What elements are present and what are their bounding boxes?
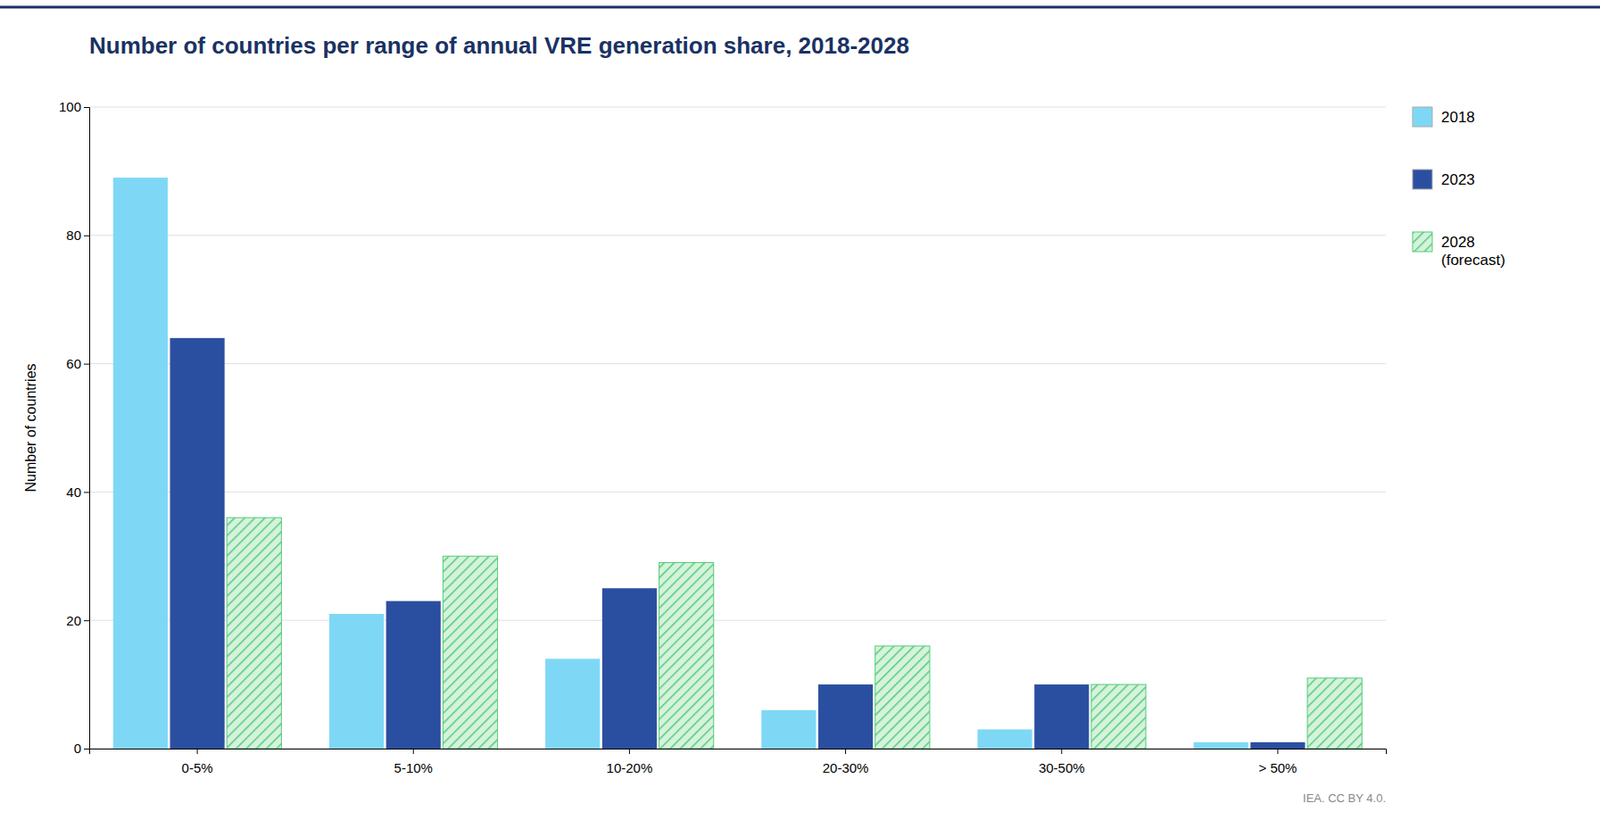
legend-swatch: [1412, 107, 1433, 127]
bar: [977, 729, 1032, 749]
legend-item: 2028(forecast): [1412, 232, 1506, 269]
grid-line: [89, 491, 1386, 493]
plot-area: 0-5% 5-10% 10-20% 20-30% 30-50% > 50% 0 20 40 60 8…: [23, 99, 1387, 776]
legend-label-line: 2018: [1441, 108, 1476, 126]
legend-swatch: [1412, 232, 1433, 252]
y-axis-label: Number of countries: [23, 363, 39, 492]
x-tick: 5-10%: [394, 748, 433, 776]
legend-item: 2023: [1412, 169, 1476, 190]
legend-label: 2018: [1441, 108, 1476, 126]
bar: [113, 177, 168, 749]
bar: [386, 601, 441, 749]
x-tick-line: [197, 748, 199, 755]
y-tick-label: 20: [66, 613, 82, 629]
x-tick-line: [413, 748, 415, 755]
y-tick: 20: [66, 613, 90, 629]
grid: [89, 107, 1386, 749]
bar: [1193, 742, 1249, 749]
x-tick-line: [1061, 748, 1062, 755]
legend-item: 2018: [1412, 107, 1476, 127]
x-tick-label: > 50%: [1258, 760, 1297, 776]
legend-label: 2023: [1441, 171, 1476, 189]
legend: 2018 2023 2028(forecast): [1412, 107, 1506, 269]
grid-line: [89, 234, 1386, 236]
y-tick: 80: [66, 227, 90, 243]
y-tick-line: [83, 620, 90, 622]
y-tick: 40: [66, 484, 90, 500]
legend-swatch: [1412, 169, 1433, 190]
y-tick-line: [83, 748, 90, 750]
x-tick: 0-5%: [182, 748, 214, 776]
y-tick: 100: [58, 99, 90, 115]
grid-line: [89, 107, 1386, 108]
x-tick-label: 0-5%: [182, 760, 214, 776]
bar: [545, 658, 600, 749]
x-tick: 30-50%: [1038, 748, 1086, 776]
legend-label: 2028(forecast): [1441, 233, 1506, 269]
x-tick-line: [629, 748, 631, 755]
credit: IEA. CC BY 4.0.: [1302, 791, 1386, 805]
y-tick-line: [83, 364, 90, 365]
x-tick: 10-20%: [606, 748, 654, 776]
x-tick-line: [845, 748, 846, 755]
bar: [875, 646, 930, 749]
axis-domain: [90, 749, 1387, 755]
y-axis: 0 20 40 60 80 100: [58, 99, 91, 756]
x-tick-label: 20-30%: [822, 760, 870, 776]
bar: [442, 555, 498, 749]
y-tick-label: 100: [58, 99, 82, 115]
bar: [761, 710, 816, 749]
bar: [226, 517, 282, 749]
x-tick-line: [1276, 748, 1278, 755]
y-tick-label: 40: [66, 484, 82, 500]
top-border: [0, 6, 1600, 9]
chart-svg: Number of countries per range of annual …: [0, 0, 1600, 820]
bar: [1307, 678, 1362, 749]
legend-label-line: (forecast): [1441, 251, 1506, 269]
y-tick: 60: [66, 356, 90, 372]
x-tick: 20-30%: [822, 748, 870, 776]
y-tick: 0: [74, 740, 90, 756]
title: Number of countries per range of annual …: [89, 32, 910, 59]
legend-label-line: 2028: [1441, 233, 1476, 251]
bar: [169, 338, 224, 749]
y-tick-line: [83, 235, 90, 237]
bar: [1250, 742, 1305, 749]
axis-domain: [83, 107, 91, 750]
bar: [1091, 684, 1146, 749]
x-axis: 0-5% 5-10% 10-20% 20-30% 30-50% > 50%: [90, 748, 1387, 776]
y-tick-label: 0: [74, 740, 82, 756]
grid-line: [89, 620, 1386, 622]
y-tick-label: 80: [66, 227, 82, 243]
grid-line: [89, 363, 1386, 365]
x-tick-label: 5-10%: [394, 760, 433, 776]
x-tick-label: 30-50%: [1038, 760, 1086, 776]
y-tick-line: [83, 491, 90, 493]
bar: [1034, 684, 1089, 749]
y-tick-label: 60: [66, 356, 82, 372]
y-tick-line: [83, 107, 90, 108]
bar: [659, 562, 714, 749]
bars: [113, 177, 1362, 749]
bar: [602, 588, 657, 749]
legend-label-line: 2023: [1441, 171, 1476, 189]
bar: [818, 684, 873, 749]
x-tick: > 50%: [1258, 748, 1297, 776]
x-tick-label: 10-20%: [606, 760, 654, 776]
bar: [329, 613, 384, 749]
